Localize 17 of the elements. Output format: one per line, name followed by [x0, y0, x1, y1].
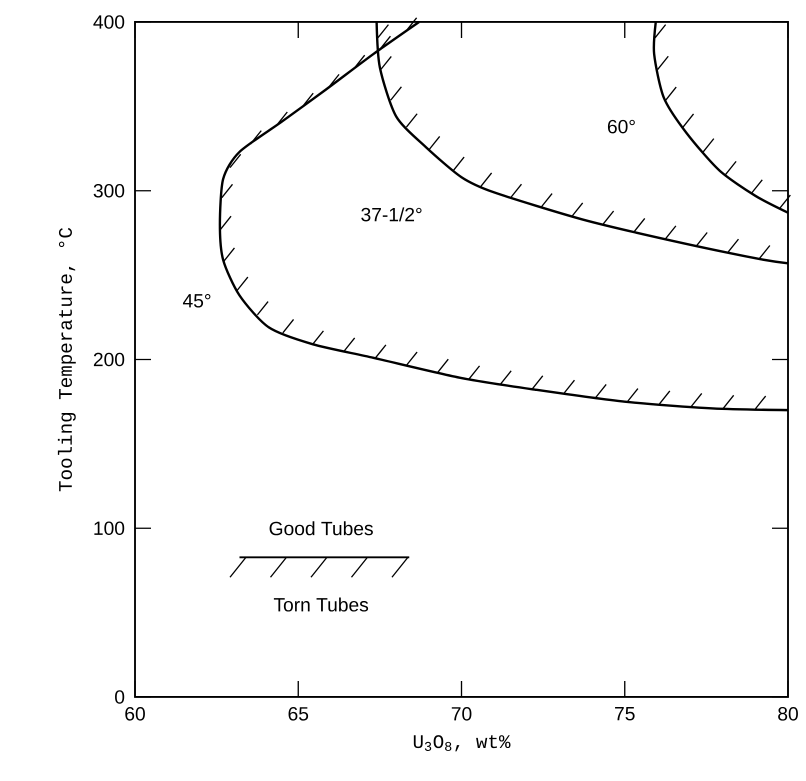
x-tick-label: 70	[452, 707, 472, 721]
annotation: Torn Tubes	[274, 597, 368, 612]
y-tick-label: 400	[93, 15, 124, 29]
x-tick-label: 75	[615, 707, 635, 720]
y-tick-label: 300	[94, 184, 124, 198]
y-axis-title: Tooling Temperature, °C	[58, 228, 76, 492]
y-tick-label: 0	[115, 690, 124, 704]
y-tick-label: 100	[94, 521, 124, 536]
x-axis-title: U$_{3}$O$_{8}$, wt%	[414, 735, 510, 752]
annotation: 45°	[182, 294, 210, 308]
x-tick-label: 80	[778, 707, 798, 721]
annotation: 60°	[608, 120, 635, 134]
annotation: Good Tubes	[270, 521, 373, 536]
x-tick-label: 60	[125, 707, 145, 721]
y-tick-label: 200	[94, 352, 124, 366]
x-tick-label: 65	[288, 707, 308, 721]
annotation: 37-1/2°	[361, 207, 422, 222]
